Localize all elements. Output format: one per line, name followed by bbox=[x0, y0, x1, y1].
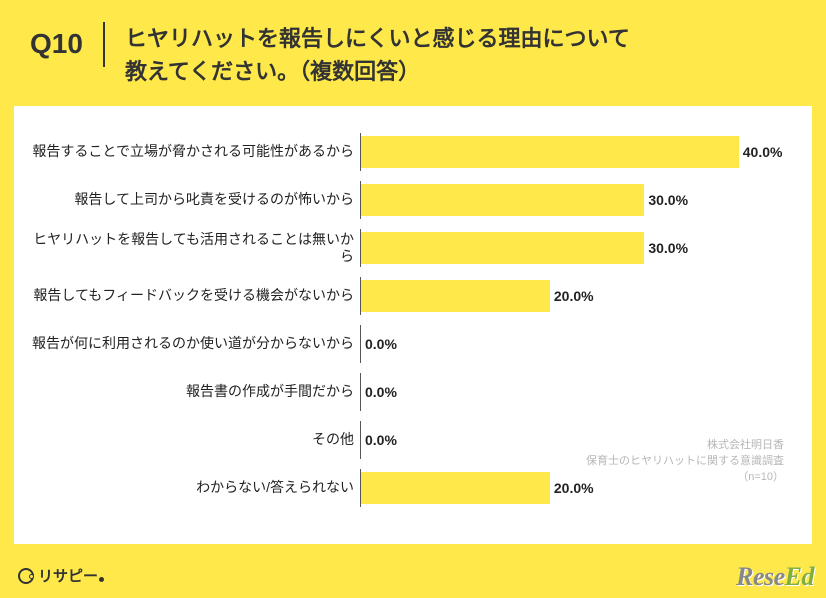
bar-label: 報告してもフィードバックを受ける機会がないから bbox=[30, 287, 360, 305]
bar-value: 0.0% bbox=[365, 336, 397, 352]
bar bbox=[361, 280, 550, 312]
bar-label: 報告して上司から叱責を受けるのが怖いから bbox=[30, 191, 360, 209]
bar-track: 40.0% bbox=[360, 133, 786, 171]
bar-track: 20.0% bbox=[360, 277, 786, 315]
watermark-accent: Ed bbox=[785, 562, 814, 591]
question-number: Q10 bbox=[30, 22, 105, 67]
credit-text: 株式会社明日香 保育士のヒヤリハットに関する意識調査 （n=10） bbox=[586, 438, 784, 486]
bar-track: 0.0% bbox=[360, 373, 786, 411]
bar-value: 20.0% bbox=[554, 288, 594, 304]
chart-row: 報告してもフィードバックを受ける機会がないから 20.0% bbox=[30, 274, 786, 318]
watermark-main: Rese bbox=[736, 562, 785, 591]
chart-panel: 報告することで立場が脅かされる可能性があるから 40.0% 報告して上司から叱責を受… bbox=[14, 106, 812, 544]
chart-row: 報告書の作成が手間だから 0.0% bbox=[30, 370, 786, 414]
watermark: ReseEd bbox=[736, 562, 814, 592]
bar-value: 40.0% bbox=[743, 144, 783, 160]
bar-label: 報告することで立場が脅かされる可能性があるから bbox=[30, 143, 360, 161]
bar-value: 30.0% bbox=[648, 192, 688, 208]
bar-value: 30.0% bbox=[648, 240, 688, 256]
bar-value: 0.0% bbox=[365, 384, 397, 400]
question-title: ヒヤリハットを報告しにくいと感じる理由について 教えてください。（複数回答） bbox=[105, 22, 630, 88]
bar bbox=[361, 184, 644, 216]
chart-row: 報告して上司から叱責を受けるのが怖いから 30.0% bbox=[30, 178, 786, 222]
bar-label: その他 bbox=[30, 431, 360, 449]
chart-row: 報告することで立場が脅かされる可能性があるから 40.0% bbox=[30, 130, 786, 174]
bar-label: ヒヤリハットを報告しても活用されることは無いから bbox=[30, 231, 360, 266]
bar-track: 0.0% bbox=[360, 325, 786, 363]
brand-dot-icon bbox=[99, 577, 104, 582]
bar-label: 報告が何に利用されるのか使い道が分からないから bbox=[30, 335, 360, 353]
chart-row: ヒヤリハットを報告しても活用されることは無いから 30.0% bbox=[30, 226, 786, 270]
bar-track: 30.0% bbox=[360, 181, 786, 219]
brand-logo: リサピー bbox=[18, 565, 104, 586]
brand-icon bbox=[18, 568, 34, 584]
bar-label: 報告書の作成が手間だから bbox=[30, 383, 360, 401]
bar-label: わからない/答えられない bbox=[30, 479, 360, 497]
bar bbox=[361, 136, 739, 168]
bar bbox=[361, 232, 644, 264]
bar-value: 0.0% bbox=[365, 432, 397, 448]
question-header: Q10 ヒヤリハットを報告しにくいと感じる理由について 教えてください。（複数回… bbox=[0, 0, 826, 106]
chart-row: 報告が何に利用されるのか使い道が分からないから 0.0% bbox=[30, 322, 786, 366]
bar bbox=[361, 472, 550, 504]
bar-track: 30.0% bbox=[360, 229, 786, 267]
brand-name: リサピー bbox=[38, 565, 98, 586]
